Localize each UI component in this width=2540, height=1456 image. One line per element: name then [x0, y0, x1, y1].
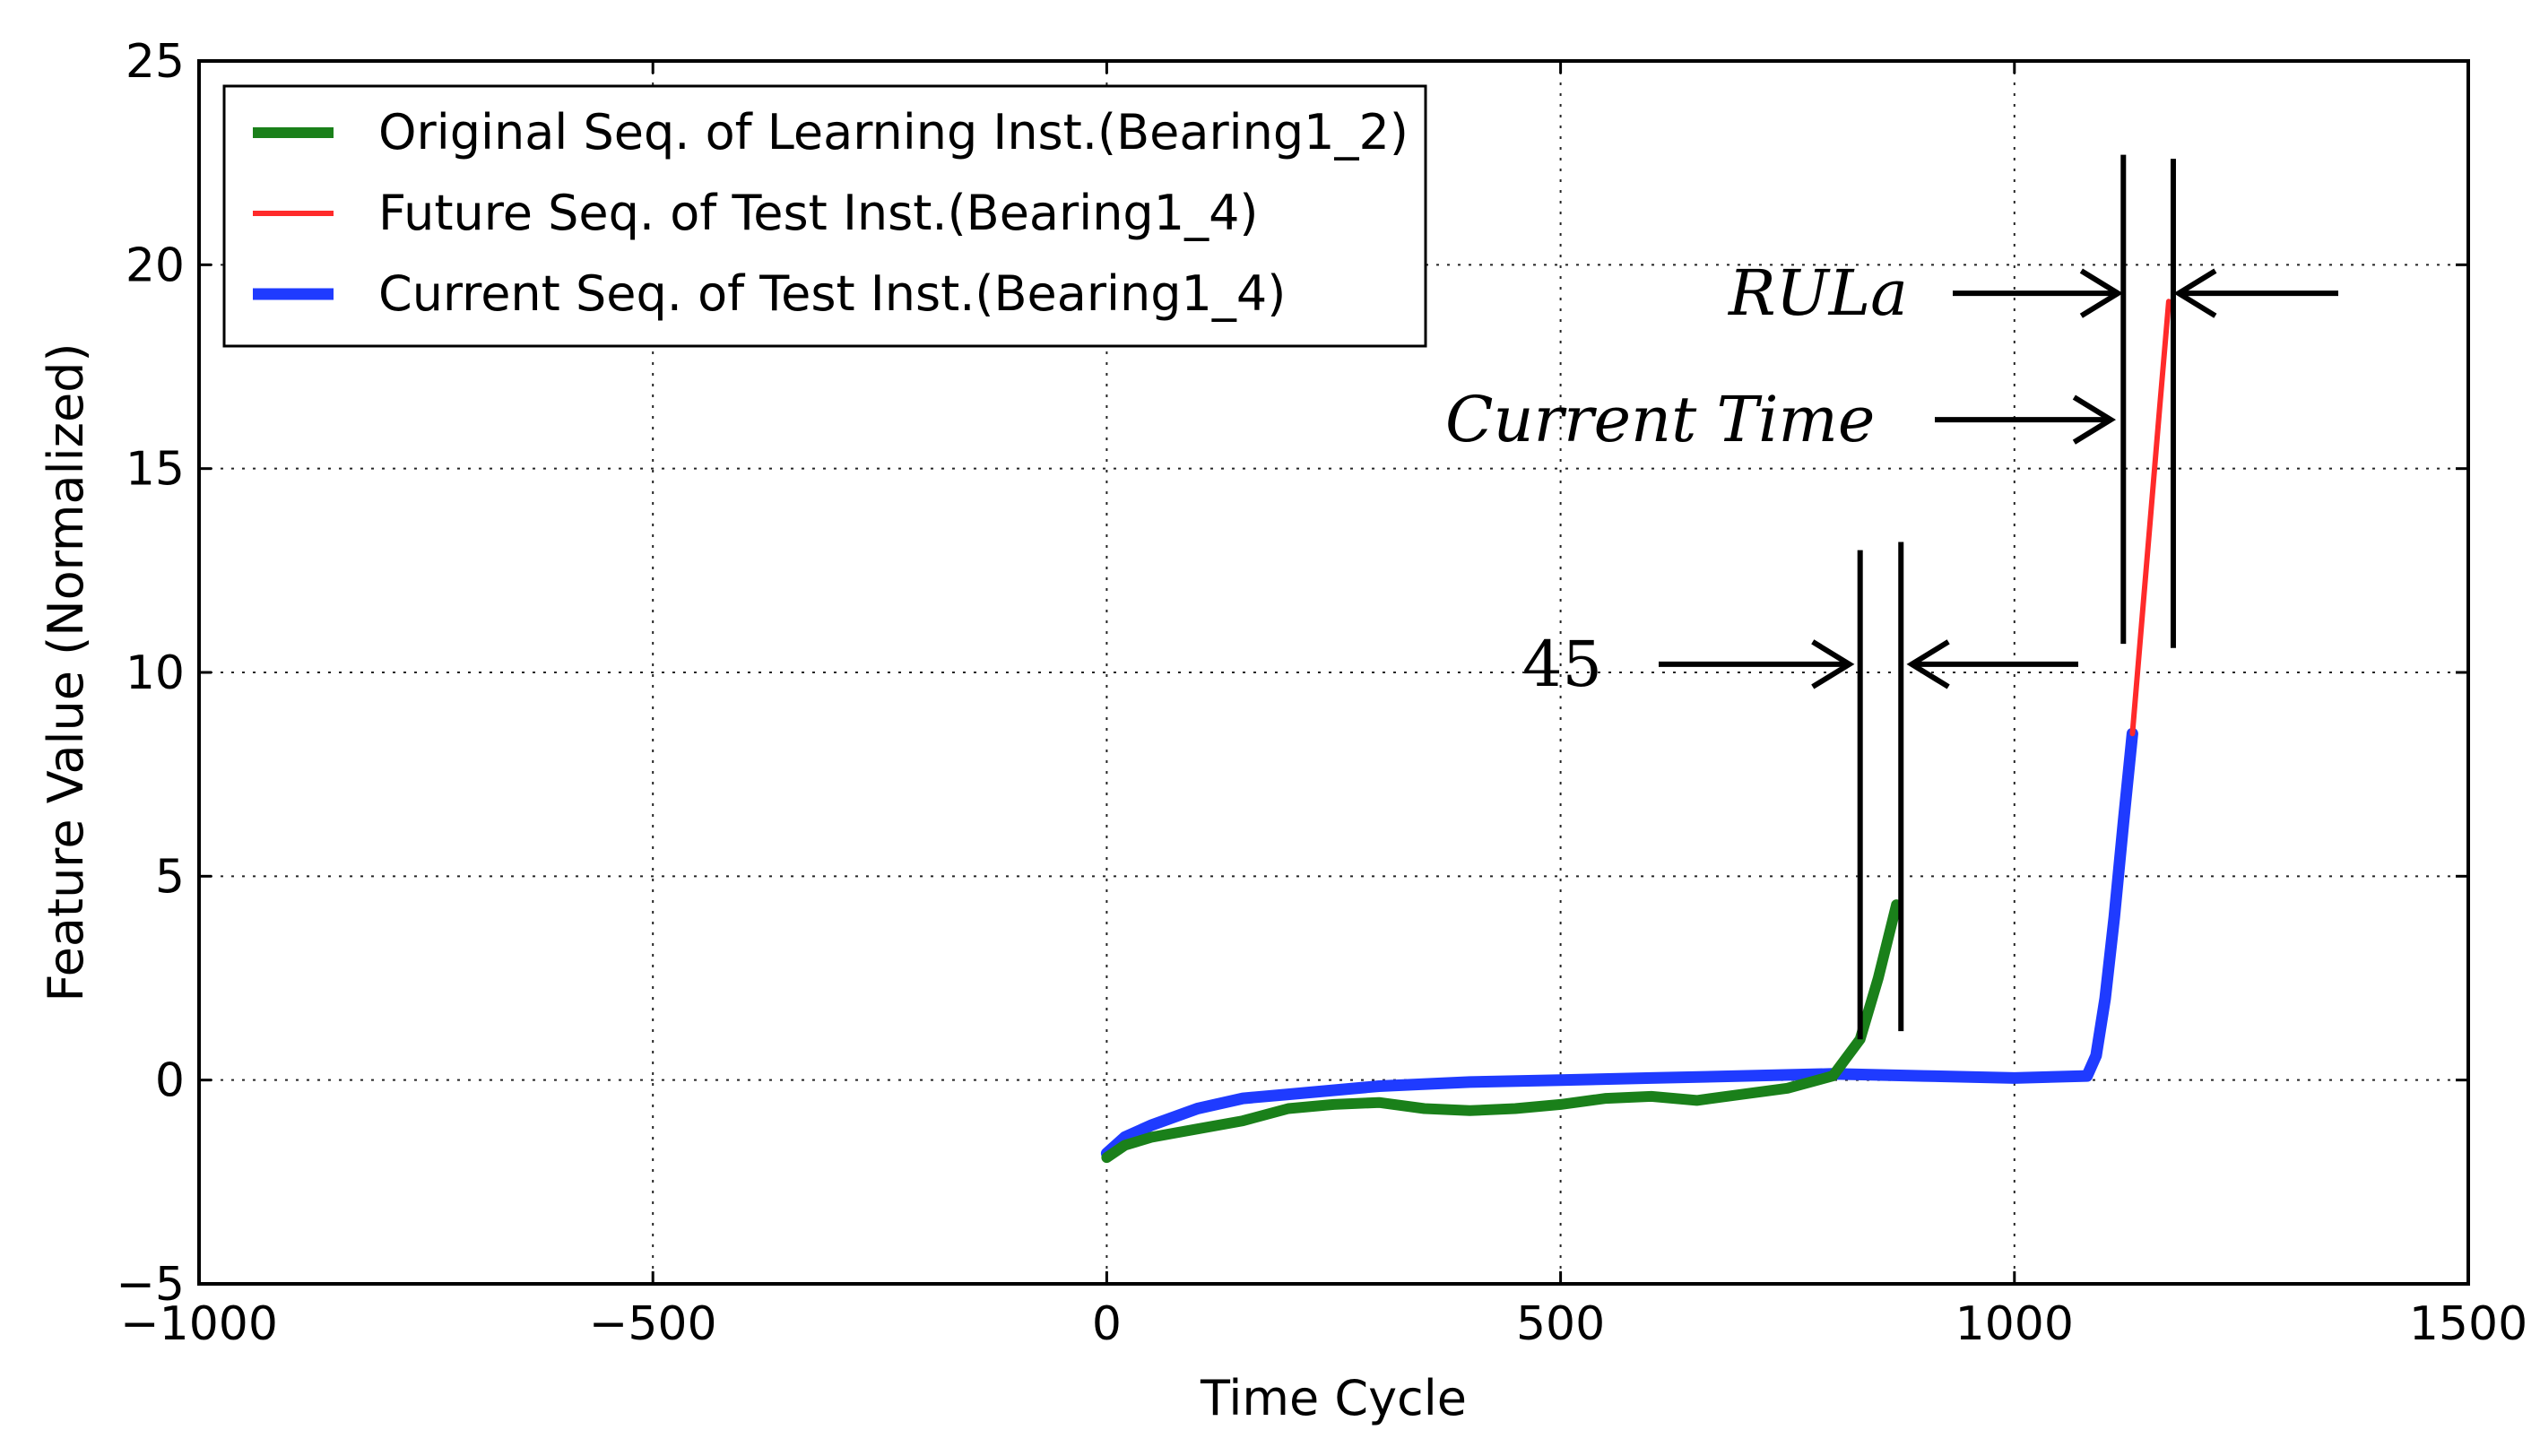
arrow-rula-left	[1953, 268, 2124, 318]
arrow-rula-right	[2173, 268, 2338, 318]
y-tick-label: 20	[126, 238, 185, 292]
x-tick-label: 500	[1516, 1297, 1605, 1351]
annotation-text: 45	[1522, 628, 1602, 701]
series-line-1	[2129, 299, 2172, 737]
annotations: RULa Current Time 45	[1445, 154, 2338, 1040]
y-tick-label: −5	[116, 1258, 185, 1312]
series-line-0	[1101, 899, 1903, 1164]
annotation-text: RULa	[1727, 256, 1908, 330]
arrow-head	[1811, 639, 1855, 689]
y-axis-label: Feature Value (Normalized)	[38, 342, 94, 1001]
x-tick-label: 0	[1092, 1297, 1122, 1351]
arrow-current-time	[1935, 394, 2117, 445]
y-tick-label: 10	[126, 646, 185, 700]
x-axis-label: Time Cycle	[1200, 1370, 1467, 1426]
arrow-head	[2173, 268, 2217, 318]
y-tick-label: 0	[155, 1054, 185, 1108]
series-group	[1100, 299, 2172, 1164]
arrow-45-right	[1906, 639, 2078, 689]
axis-ticks: −1000 −500 0 500 1000 1500 −5 0 5 10 15 20 25	[116, 35, 2527, 1351]
legend-label: Future Seq. of Test Inst.(Bearing1_4)	[378, 185, 1259, 241]
annotation-text: Current Time	[1445, 383, 1875, 456]
series-line-2	[1100, 727, 2138, 1159]
arrow-head	[2079, 268, 2124, 318]
legend-label: Original Seq. of Learning Inst.(Bearing1…	[378, 104, 1409, 160]
arrow-head	[1906, 639, 1950, 689]
legend-box	[222, 84, 1427, 348]
y-tick-label: 25	[126, 35, 185, 89]
y-tick-label: 5	[155, 850, 185, 904]
legend: Original Seq. of Learning Inst.(Bearing1…	[222, 84, 1427, 348]
x-tick-label: 1000	[1955, 1297, 2074, 1351]
arrow-head	[2072, 394, 2117, 445]
x-tick-label: −500	[589, 1297, 717, 1351]
x-tick-label: −1000	[120, 1297, 278, 1351]
y-tick-label: 15	[126, 443, 185, 497]
arrow-45-left	[1659, 639, 1855, 689]
legend-label: Current Seq. of Test Inst.(Bearing1_4)	[378, 265, 1286, 322]
x-tick-label: 1500	[2409, 1297, 2527, 1351]
